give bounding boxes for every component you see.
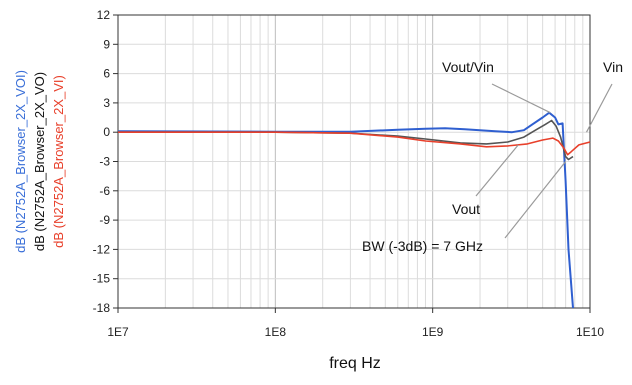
- x-axis-label: freq Hz: [329, 355, 381, 372]
- x-tick-labels: 1E7 1E8 1E9 1E10: [107, 308, 604, 339]
- y-axis-label: dB (N2752A_Browser_2X_VOI): [13, 70, 28, 253]
- series-line: [118, 131, 591, 156]
- series-line: [117, 111, 574, 309]
- annotation-label: Vin: [603, 59, 623, 75]
- y-tick-label: -15: [93, 272, 111, 286]
- y-tick-label: -12: [93, 242, 111, 256]
- y-tick-label: -9: [99, 213, 110, 227]
- x-tick-label: 1E10: [576, 325, 604, 339]
- annotation-layer: Vout/Vin Vin Vout BW (-3dB) = 7 GHz: [362, 59, 623, 254]
- y-tick-labels: 12 9 6 3 0 -3 -6 -9 -12 -15 -18: [93, 8, 118, 315]
- x-tick-label: 1E9: [422, 325, 444, 339]
- x-tick-label: 1E7: [107, 325, 129, 339]
- y-tick-label: 3: [103, 96, 110, 110]
- annotation-label: BW (-3dB) = 7 GHz: [362, 238, 483, 254]
- y-tick-label: -6: [99, 184, 110, 198]
- y-tick-label: -18: [93, 301, 111, 315]
- annotation-leader: [475, 144, 519, 197]
- annotation-leader: [504, 161, 567, 239]
- y-tick-label: 0: [103, 125, 110, 139]
- annotation-leader: [491, 83, 551, 114]
- y-axis-label: dB (N2752A_Browser_2X_VI): [51, 75, 66, 248]
- x-tick-label: 1E8: [265, 325, 287, 339]
- y-axis-labels: dB (N2752A_Browser_2X_VOI) dB (N2752A_Bro…: [13, 70, 66, 253]
- annotation-label: Vout: [452, 201, 480, 217]
- series-line: [118, 119, 574, 161]
- series-layer: [117, 111, 591, 309]
- annotation-leader: [585, 83, 613, 133]
- y-tick-label: 9: [103, 37, 110, 51]
- y-tick-label: -3: [99, 155, 110, 169]
- y-axis-label: dB (N2752A_Browser_2X_VO): [32, 72, 47, 251]
- annotation-label: Vout/Vin: [442, 59, 494, 75]
- y-tick-label: 6: [103, 67, 110, 81]
- y-tick-label: 12: [97, 8, 111, 22]
- grid: [118, 14, 590, 309]
